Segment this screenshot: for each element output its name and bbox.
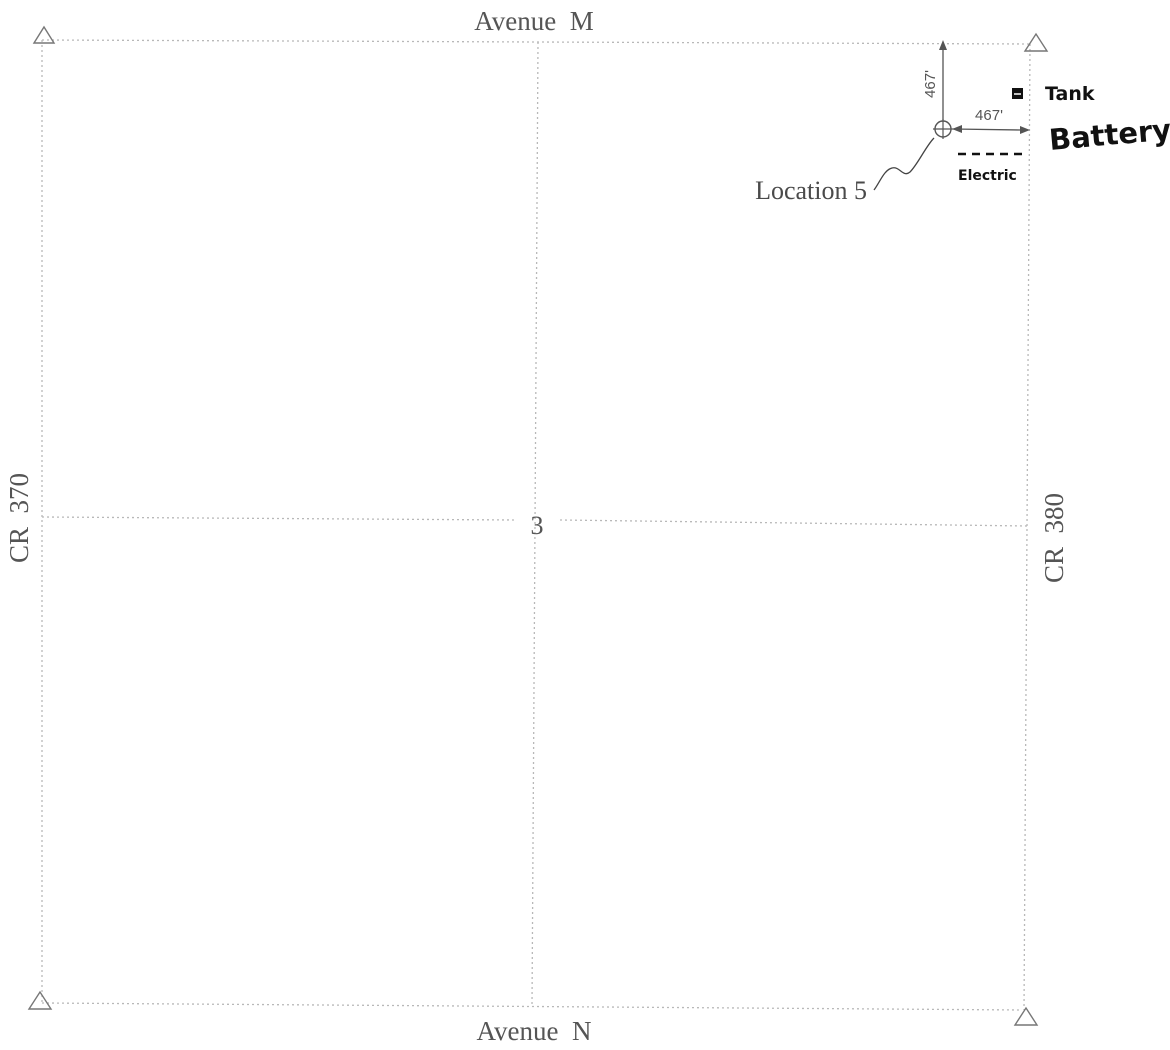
survey-corner-ne-icon [1023,32,1049,52]
battery-label: Battery [1048,112,1170,157]
survey-corner-nw-icon [32,25,56,44]
east-offset-label: 467' [975,107,1003,124]
survey-corner-sw-icon [27,990,53,1010]
well-location-icon [933,119,953,139]
location-leader-line [873,137,935,191]
south-boundary-line [41,1002,1023,1011]
north-south-quarter-line [531,41,539,1007]
survey-corner-se-icon [1013,1006,1039,1026]
east-west-quarter-line-left [41,516,516,521]
north-offset-arrow [939,40,947,120]
north-boundary-line [41,39,1031,45]
well-location-label: Location 5 [755,176,867,205]
east-west-quarter-line-right [559,519,1029,527]
road-label-north: Avenue M [474,6,593,36]
east-offset-arrow [952,125,1030,134]
road-label-south: Avenue N [477,1016,592,1046]
section-number: 3 [531,511,544,540]
tank-label: Tank [1045,83,1095,105]
road-label-west: CR 370 [4,473,34,563]
road-label-east: CR 380 [1039,493,1069,583]
east-boundary-line [1023,43,1031,1011]
north-offset-label: 467' [922,70,939,98]
electric-label: Electric [958,168,1017,184]
